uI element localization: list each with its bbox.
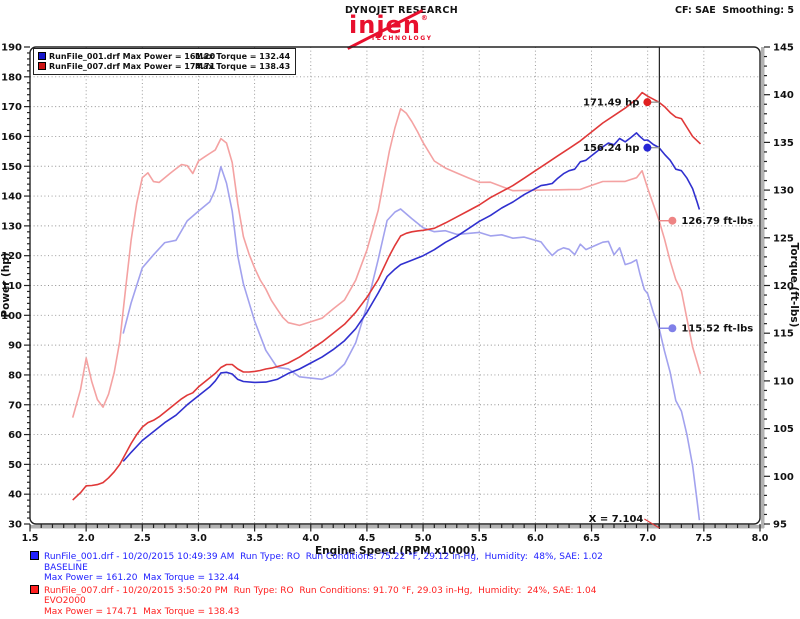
cursor-x-label: X = 7.104 xyxy=(589,514,644,525)
svg-text:50: 50 xyxy=(8,460,22,471)
svg-text:130: 130 xyxy=(773,186,794,197)
svg-text:100: 100 xyxy=(773,472,794,483)
svg-text:145: 145 xyxy=(773,43,794,54)
x-axis-labels: 1.5 2.0 2.5 3.0 3.5 4.0 4.5 5.0 5.5 6.0 6.5 7.0 7.5 8… xyxy=(22,533,769,544)
torque-curve-baseline xyxy=(122,165,701,521)
legend-entry-file-power: RunFile_001.drf Max Power = 161.20 xyxy=(49,51,216,61)
annotation-power-0: 171.49 hp xyxy=(583,98,660,109)
svg-text:125: 125 xyxy=(773,233,794,244)
run-info-footer: RunFile_001.drf - 10/20/2015 10:49:39 AM… xyxy=(30,551,790,619)
svg-text:140: 140 xyxy=(1,192,22,203)
svg-text:100: 100 xyxy=(1,311,22,322)
svg-text:156.24 hp: 156.24 hp xyxy=(583,143,639,154)
right-axis-title: Torque (ft-lbs) xyxy=(788,243,800,328)
svg-text:2.5: 2.5 xyxy=(134,533,151,544)
svg-text:3.0: 3.0 xyxy=(190,533,207,544)
svg-text:5.5: 5.5 xyxy=(471,533,488,544)
svg-text:40: 40 xyxy=(8,490,22,501)
svg-text:150: 150 xyxy=(1,162,22,173)
annotation-power-1: 156.24 hp xyxy=(583,143,660,154)
svg-text:80: 80 xyxy=(8,370,22,381)
svg-text:170: 170 xyxy=(1,102,22,113)
svg-text:190: 190 xyxy=(1,43,22,54)
svg-text:2.0: 2.0 xyxy=(78,533,95,544)
legend-entry-torque: Max Torque = 132.44 xyxy=(195,51,291,61)
registered-mark-icon: ® xyxy=(420,14,428,22)
svg-text:140: 140 xyxy=(773,90,794,101)
run-label: EVO2000 xyxy=(44,596,86,607)
legend-swatch-blue xyxy=(38,52,46,60)
left-axis-title: Power (hp) xyxy=(0,252,12,317)
svg-text:115: 115 xyxy=(773,329,794,340)
legend-box: RunFile_001.drf Max Power = 161.20 Max T… xyxy=(33,48,297,75)
svg-text:126.79 ft-lbs: 126.79 ft-lbs xyxy=(681,216,753,227)
svg-text:4.5: 4.5 xyxy=(359,533,376,544)
legend-swatch-red xyxy=(38,62,46,70)
cursor-line[interactable]: X = 7.104 xyxy=(589,47,660,529)
legend-row-baseline: RunFile_001.drf Max Power = 161.20 Max T… xyxy=(38,51,290,61)
data-point-marker xyxy=(668,324,677,333)
svg-text:90: 90 xyxy=(8,341,22,352)
power-curve-evo2000 xyxy=(72,91,702,501)
svg-text:6.5: 6.5 xyxy=(583,533,600,544)
data-point-marker xyxy=(643,143,652,152)
annotation-torque-2: 126.79 ft-lbs xyxy=(659,216,753,227)
svg-text:6.0: 6.0 xyxy=(527,533,544,544)
svg-text:7.0: 7.0 xyxy=(639,533,656,544)
svg-text:70: 70 xyxy=(8,400,22,411)
legend-entry-torque: Max Torque = 138.43 xyxy=(195,61,291,71)
svg-text:7.5: 7.5 xyxy=(695,533,712,544)
right-axis-ticks xyxy=(764,46,770,525)
svg-text:1.5: 1.5 xyxy=(22,533,39,544)
run-conditions-line: RunFile_007.drf - 10/20/2015 3:50:20 PM … xyxy=(44,585,597,596)
run-info-block-baseline: RunFile_001.drf - 10/20/2015 10:49:39 AM… xyxy=(30,551,790,584)
x-axis-ticks xyxy=(29,524,761,532)
right-axis-labels: 95 100 105 110 115 120 125 130 135 140 145 xyxy=(773,43,794,531)
svg-text:3.5: 3.5 xyxy=(246,533,263,544)
run-file-icon xyxy=(30,584,39,594)
company-title: DYNOJET RESEARCH xyxy=(345,5,459,16)
svg-text:130: 130 xyxy=(1,221,22,232)
logo-technology-text: TECHNOLOGY xyxy=(371,35,433,42)
run-max-values: Max Power = 161.20 Max Torque = 132.44 xyxy=(44,573,240,584)
svg-text:8.0: 8.0 xyxy=(752,533,769,544)
svg-text:120: 120 xyxy=(1,251,22,262)
run-file-icon xyxy=(30,551,39,560)
run-conditions-line: RunFile_001.drf - 10/20/2015 10:49:39 AM… xyxy=(44,552,603,562)
svg-text:105: 105 xyxy=(773,424,794,435)
run-max-values: Max Power = 174.71 Max Torque = 138.43 xyxy=(44,606,240,617)
correction-settings-label: CF: SAE Smoothing: 5 xyxy=(675,5,794,16)
left-axis-ticks xyxy=(24,46,30,525)
svg-text:110: 110 xyxy=(773,376,794,387)
x-axis-title: Engine Speed (RPM x1000) xyxy=(315,545,475,557)
run-info-block-evo2000: RunFile_007.drf - 10/20/2015 3:50:20 PM … xyxy=(30,584,790,618)
data-point-marker xyxy=(668,216,677,225)
svg-text:95: 95 xyxy=(773,520,787,531)
svg-text:110: 110 xyxy=(1,281,22,292)
grid-lines xyxy=(30,47,760,524)
svg-text:180: 180 xyxy=(1,72,22,83)
svg-text:60: 60 xyxy=(8,430,22,441)
svg-text:4.0: 4.0 xyxy=(302,533,319,544)
svg-text:120: 120 xyxy=(773,281,794,292)
svg-text:171.49 hp: 171.49 hp xyxy=(583,98,639,109)
left-axis-labels: 30 40 50 60 70 80 90 100 110 120 130 140 150 160 170 18… xyxy=(1,43,22,531)
run-label: BASELINE xyxy=(44,562,88,573)
legend-row-evo2000: RunFile_007.drf Max Power = 174.71 Max T… xyxy=(38,61,290,71)
svg-text:135: 135 xyxy=(773,138,794,149)
svg-text:5.0: 5.0 xyxy=(415,533,432,544)
torque-curve-evo2000 xyxy=(71,108,702,418)
svg-text:160: 160 xyxy=(1,132,22,143)
data-point-marker xyxy=(643,98,652,107)
injen-logo: injen® TECHNOLOGY xyxy=(347,9,445,50)
power-curve-baseline xyxy=(122,132,701,462)
svg-text:115.52 ft-lbs: 115.52 ft-lbs xyxy=(681,324,753,335)
svg-text:30: 30 xyxy=(8,520,22,531)
annotation-torque-3: 115.52 ft-lbs xyxy=(659,324,753,335)
legend-entry-file-power: RunFile_007.drf Max Power = 174.71 xyxy=(49,61,216,71)
